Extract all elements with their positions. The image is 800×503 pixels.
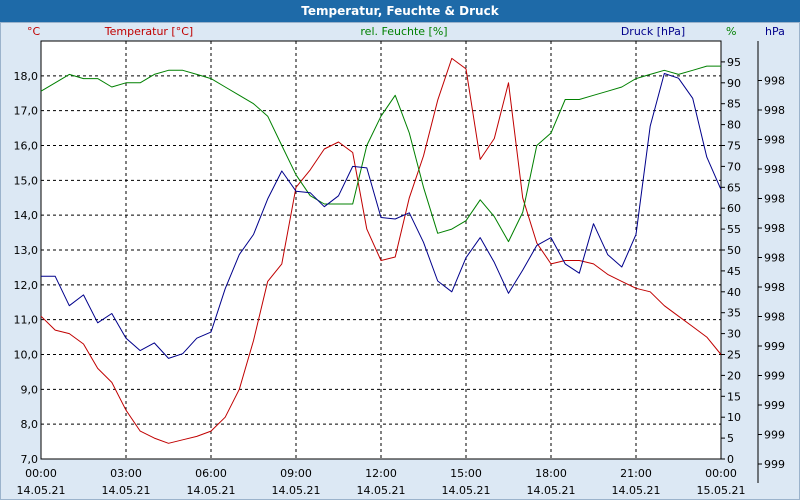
grid-lines	[41, 41, 721, 459]
chart-panel: 7,0 8,0 9,0 10,0 11,0 12,0 13,0 14,0 15,0 16,0 17,…	[0, 22, 800, 500]
humidity-tick-label: 25	[727, 349, 741, 362]
x-tick-date: 14.05.21	[442, 484, 491, 497]
x-tick-date: 14.05.21	[527, 484, 576, 497]
temperature-tick-label: 8,0	[21, 418, 39, 431]
temperature-tick-label: 7,0	[21, 453, 39, 466]
temperature-tick-label: 16,0	[14, 140, 39, 153]
humidity-tick-label: 80	[727, 119, 741, 132]
x-tick-time: 06:00	[195, 467, 227, 480]
axes-layer: 7,0 8,0 9,0 10,0 11,0 12,0 13,0 14,0 15,0 16,0 17,…	[14, 25, 786, 497]
temperature-tick-label: 18,0	[14, 70, 39, 83]
temperature-tick-label: 10,0	[14, 349, 39, 362]
humidity-tick-label: 70	[727, 160, 741, 173]
humidity-tick-label: 75	[727, 140, 741, 153]
series-layer	[40, 57, 722, 444]
pressure-tick-label: 998	[764, 134, 785, 147]
pressure-tick-label: 998	[764, 311, 785, 324]
x-tick-date: 14.05.21	[187, 484, 236, 497]
pressure-tick-label: 999	[764, 370, 785, 383]
pressure-tick-label: 998	[764, 163, 785, 176]
humidity-tick-label: 35	[727, 307, 741, 320]
humidity-tick-label: 55	[727, 223, 741, 236]
temperature-tick-label: 9,0	[21, 383, 39, 396]
x-tick-time: 03:00	[110, 467, 142, 480]
x-tick-time: 12:00	[365, 467, 397, 480]
temperature-unit: °C	[27, 25, 41, 38]
chart-svg: 7,0 8,0 9,0 10,0 11,0 12,0 13,0 14,0 15,0 16,0 17,…	[14, 25, 786, 497]
series-line-pressure	[41, 73, 722, 359]
humidity-tick-label: 10	[727, 411, 741, 424]
x-tick-time: 18:00	[535, 467, 567, 480]
series-line-humidity	[40, 65, 721, 243]
x-tick-date: 14.05.21	[612, 484, 661, 497]
temperature-tick-label: 17,0	[14, 105, 39, 118]
pressure-tick-label: 999	[764, 340, 785, 353]
temperature-tick-label: 15,0	[14, 174, 39, 187]
humidity-tick-label: 15	[727, 390, 741, 403]
humidity-tick-label: 40	[727, 286, 741, 299]
x-tick-time: 15:00	[450, 467, 482, 480]
humidity-tick-label: 85	[727, 98, 741, 111]
x-tick-time: 09:00	[280, 467, 312, 480]
x-tick-date: 14.05.21	[272, 484, 321, 497]
temperature-tick-label: 14,0	[14, 209, 39, 222]
x-tick-date: 14.05.21	[357, 484, 406, 497]
x-tick-time: 21:00	[620, 467, 652, 480]
humidity-tick-label: 5	[727, 432, 734, 445]
humidity-tick-label: 95	[727, 56, 741, 69]
pressure-tick-label: 999	[764, 458, 785, 471]
humidity-tick-label: 20	[727, 369, 741, 382]
pressure-tick-label: 998	[764, 75, 785, 88]
humidity-tick-label: 60	[727, 202, 741, 215]
pressure-tick-label: 999	[764, 399, 785, 412]
title-bar: Temperatur, Feuchte & Druck	[0, 0, 800, 22]
x-tick-time: 00:00	[25, 467, 57, 480]
x-tick-time: 00:00	[705, 467, 737, 480]
x-tick-date: 14.05.21	[17, 484, 66, 497]
temperature-tick-label: 13,0	[14, 244, 39, 257]
pressure-unit: hPa	[765, 25, 785, 38]
pressure-tick-label: 998	[764, 193, 785, 206]
humidity-tick-label: 50	[727, 244, 741, 257]
x-tick-date: 15.05.21	[697, 484, 746, 497]
pressure-tick-label: 998	[764, 104, 785, 117]
humidity-unit: %	[726, 25, 736, 38]
pressure-tick-label: 998	[764, 252, 785, 265]
temperature-tick-label: 12,0	[14, 279, 39, 292]
x-tick-date: 14.05.21	[102, 484, 151, 497]
humidity-tick-label: 30	[727, 328, 741, 341]
humidity-tick-label: 90	[727, 77, 741, 90]
legend-humidity: rel. Feuchte [%]	[360, 25, 447, 38]
pressure-tick-label: 998	[764, 281, 785, 294]
pressure-tick-label: 998	[764, 222, 785, 235]
pressure-tick-label: 999	[764, 429, 785, 442]
humidity-tick-label: 0	[727, 453, 734, 466]
humidity-tick-label: 65	[727, 181, 741, 194]
series-line-temperature	[40, 57, 722, 444]
legend-temperature: Temperatur [°C]	[104, 25, 193, 38]
humidity-tick-label: 45	[727, 265, 741, 278]
chart-title: Temperatur, Feuchte & Druck	[301, 4, 499, 18]
temperature-tick-label: 11,0	[14, 314, 39, 327]
legend-pressure: Druck [hPa]	[621, 25, 685, 38]
